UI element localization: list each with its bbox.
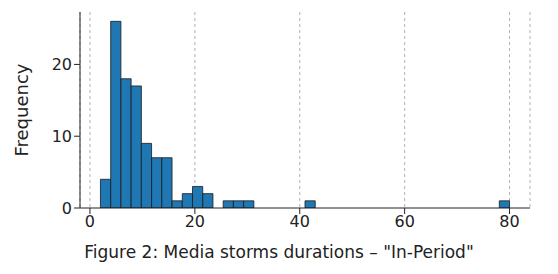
svg-text:20: 20 (52, 55, 72, 74)
svg-text:0: 0 (85, 212, 95, 231)
svg-text:0: 0 (62, 199, 72, 218)
svg-text:60: 60 (394, 212, 414, 231)
svg-text:80: 80 (499, 212, 519, 231)
svg-text:10: 10 (52, 127, 72, 146)
svg-text:20: 20 (185, 212, 205, 231)
svg-text:40: 40 (290, 212, 310, 231)
svg-text:Frequency: Frequency (11, 63, 32, 156)
html-text:Figure 2: Media storms duratio: Figure 2: Media storms durations – "In-P… (84, 242, 474, 262)
